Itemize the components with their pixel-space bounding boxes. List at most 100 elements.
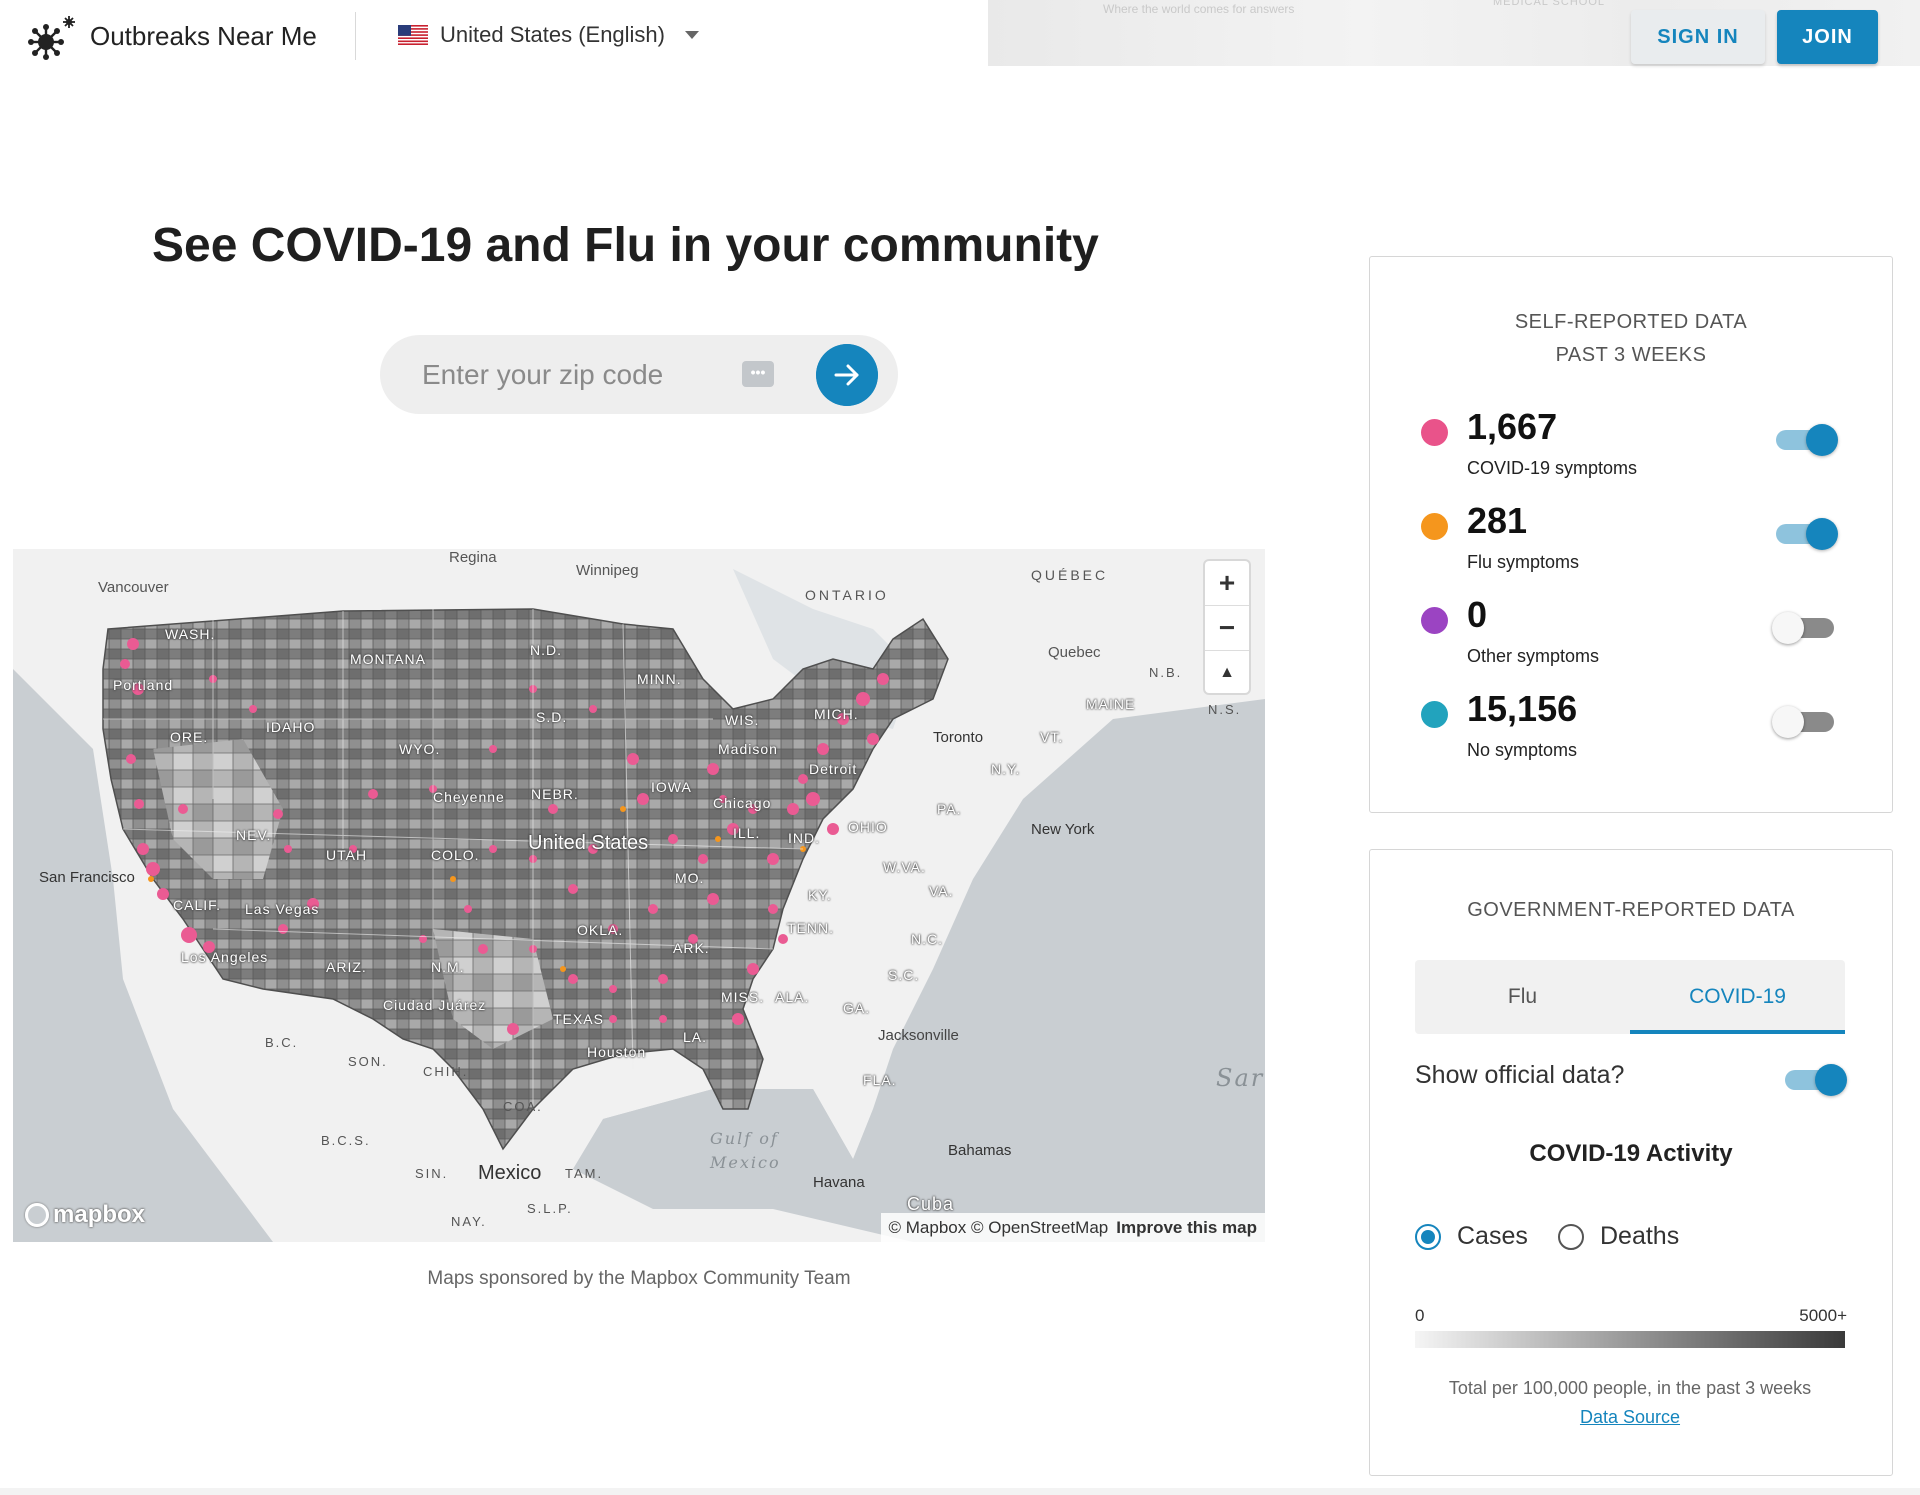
other-symptoms-toggle[interactable] <box>1772 612 1834 644</box>
tab-covid-19[interactable]: COVID-19 <box>1630 960 1845 1034</box>
symptom-label: No symptoms <box>1467 740 1578 760</box>
covid-symptoms-toggle[interactable] <box>1776 424 1838 456</box>
symptom-row-flu: 281 Flu symptoms <box>1421 500 1861 580</box>
map-label: Sar <box>1216 1064 1265 1092</box>
map-label: WIS. <box>725 712 760 728</box>
covid-report-dots <box>120 638 889 1035</box>
symptom-count: 0 <box>1467 594 1488 635</box>
map-label: LA. <box>683 1029 708 1045</box>
map-label: UTAH <box>326 847 368 863</box>
show-official-label: Show official data? <box>1415 1061 1625 1089</box>
brand-logo[interactable]: Outbreaks Near Me <box>24 10 317 62</box>
state-borders <box>103 609 804 1109</box>
show-official-toggle[interactable] <box>1785 1064 1847 1096</box>
symptom-count: 1,667 <box>1467 406 1558 447</box>
map-label: Cheyenne <box>433 789 505 805</box>
map-label: Toronto <box>933 729 984 746</box>
virus-logo-icon <box>28 16 75 60</box>
map-label: MONTANA <box>350 651 426 667</box>
compass-icon[interactable]: ▲ <box>1205 650 1249 695</box>
zoom-out-button[interactable]: − <box>1205 605 1249 650</box>
map-label: B.C. <box>265 1035 299 1050</box>
map-sponsor-caption: Maps sponsored by the Mapbox Community T… <box>427 1268 851 1289</box>
map-label: TEXAS <box>553 1011 604 1027</box>
map-label: N.B. <box>1149 665 1183 680</box>
flu-symptoms-toggle[interactable] <box>1776 518 1838 550</box>
attribution-link[interactable]: © Mapbox © OpenStreetMap <box>888 1217 1109 1237</box>
data-type-tabs: Flu COVID-19 <box>1415 960 1845 1034</box>
map-label: SON. <box>348 1054 388 1069</box>
symptom-label: COVID-19 symptoms <box>1467 458 1638 478</box>
map-label: Cuba <box>907 1194 955 1214</box>
map-label: N.M. <box>431 959 465 975</box>
legend-gradient-bar <box>1415 1331 1845 1348</box>
legend-max: 5000+ <box>1799 1306 1847 1325</box>
map-label: N.Y. <box>991 761 1021 777</box>
symptom-label: Other symptoms <box>1467 646 1600 666</box>
map-label: Jacksonville <box>878 1027 959 1044</box>
radio-cases-label: Cases <box>1457 1222 1528 1250</box>
map-label: NEV. <box>236 827 272 843</box>
no-symptoms-toggle[interactable] <box>1772 706 1834 738</box>
symptom-count: 281 <box>1467 500 1528 541</box>
map-label: Vancouver <box>98 579 169 596</box>
map-label: ARIZ. <box>326 959 367 975</box>
zip-code-input[interactable] <box>420 353 724 397</box>
map-label: Bahamas <box>948 1142 1012 1159</box>
map-label: GA. <box>843 1000 871 1016</box>
map-label: Portland <box>113 677 174 693</box>
language-selector[interactable]: United States (English) <box>398 22 699 48</box>
map-label: TENN. <box>787 920 834 936</box>
outbreak-map[interactable]: Regina Winnipeg ONTARIO QUÉBEC Vancouver… <box>13 549 1265 1242</box>
map-canvas[interactable] <box>13 549 1265 1242</box>
mapbox-logo[interactable]: mapbox <box>25 1201 145 1229</box>
self-reported-title-line1: SELF-REPORTED DATA <box>1514 311 1748 333</box>
self-reported-panel: SELF-REPORTED DATA PAST 3 WEEKS 1,667 CO… <box>1369 256 1893 813</box>
map-label: FLA. <box>863 1072 897 1088</box>
map-label: OHIO <box>848 819 888 835</box>
map-label: Los Angeles <box>181 949 269 965</box>
map-label: B.C.S. <box>321 1133 371 1148</box>
map-label: Gulf of <box>710 1129 779 1148</box>
map-label: Mexico <box>710 1153 781 1172</box>
map-label: MO. <box>675 870 705 886</box>
no-symptoms-dot-icon <box>1421 701 1448 728</box>
symptom-row-none: 15,156 No symptoms <box>1421 688 1861 768</box>
map-label: IOWA <box>651 779 692 795</box>
language-label: United States (English) <box>440 22 665 47</box>
gulf-of-mexico <box>603 1089 853 1189</box>
legend-min: 0 <box>1415 1306 1425 1325</box>
symptom-count: 15,156 <box>1467 688 1578 729</box>
sign-in-button[interactable]: SIGN IN <box>1631 10 1765 64</box>
map-label: S.D. <box>536 709 568 725</box>
tab-flu[interactable]: Flu <box>1507 985 1538 1008</box>
header-divider <box>355 12 356 60</box>
map-label: New York <box>1031 821 1095 838</box>
zoom-in-button[interactable]: + <box>1218 567 1236 598</box>
map-label: PA. <box>937 801 962 817</box>
map-label: SIN. <box>415 1166 449 1181</box>
map-label: Havana <box>813 1174 865 1191</box>
radio-unselected-icon <box>1558 1223 1584 1250</box>
radio-deaths[interactable]: Deaths <box>1558 1222 1679 1251</box>
improve-map-link[interactable]: Improve this map <box>1116 1217 1257 1237</box>
map-label: Detroit <box>809 761 858 777</box>
map-label: VT. <box>1040 729 1064 745</box>
map-label: MINN. <box>637 671 682 687</box>
mapbox-logo-icon <box>25 1203 49 1227</box>
mapbox-logo-text: mapbox <box>53 1201 146 1228</box>
map-label: Chicago <box>713 795 772 811</box>
autofill-icon[interactable]: ••• <box>742 361 774 387</box>
legend-note-text: Total per 100,000 people, in the past 3 … <box>1448 1378 1812 1398</box>
data-source-link[interactable]: Data Source <box>1580 1407 1680 1427</box>
map-label: N.S. <box>1208 702 1242 717</box>
symptom-label: Flu symptoms <box>1467 552 1580 572</box>
map-label: TAM. <box>565 1166 604 1181</box>
map-label: KY. <box>808 887 832 903</box>
texas-light-region <box>433 929 553 1049</box>
join-button[interactable]: JOIN <box>1777 10 1878 64</box>
submit-arrow-button[interactable] <box>816 344 878 406</box>
map-label: ARK. <box>673 940 710 956</box>
radio-cases[interactable]: Cases <box>1415 1222 1528 1251</box>
map-label: QUÉBEC <box>1031 567 1109 583</box>
